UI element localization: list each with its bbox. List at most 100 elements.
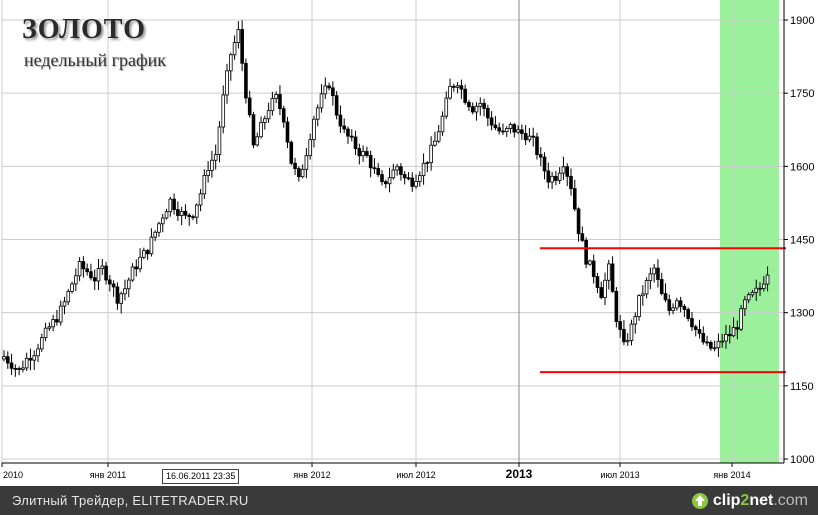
candle-body [531,135,535,138]
candle-body [542,156,547,172]
candle-body [244,62,248,99]
candle-body [289,141,294,164]
candle-body [452,85,456,88]
candle-body [727,333,732,337]
candle-body [399,166,403,175]
candle-body [259,121,263,138]
candle-body [504,128,509,133]
candle-body [425,162,430,164]
candle-body [17,368,21,370]
candle-body [157,223,161,233]
footer-bar: Элитный Трейдер, ELITETRADER.RU clip2net… [0,486,818,515]
candle-body [402,174,407,179]
candle-body [315,107,320,120]
candle-body [686,309,690,319]
logo-text: clip2net.com [712,492,808,509]
candle-body [754,287,759,293]
candle-body [433,140,437,146]
candle-body [557,172,562,181]
candle-body [342,125,346,130]
x-tick-label: янв 2014 [713,470,750,480]
candle-body [263,118,267,123]
candle-body [81,261,86,270]
candle-body [501,130,505,133]
candle-body [217,126,222,155]
y-tick-label: 1300 [790,308,814,320]
candle-body [346,128,350,137]
candle-body [232,42,237,56]
candle-body [187,214,192,218]
candle-body [304,155,309,170]
candle-body [644,280,649,295]
candle-body [682,306,687,310]
candle-body [202,174,207,195]
candle-body [550,175,554,183]
candle-body [183,210,188,216]
candle-body [720,340,724,343]
candle-body [221,94,226,128]
candle-body [622,329,626,343]
candle-body [697,329,702,334]
candle-body [43,327,48,339]
candle-body [591,260,596,277]
candle-body [637,295,641,317]
candle-body [51,319,55,328]
candle-body [614,290,619,322]
candle-body [365,151,369,156]
candle-body [266,110,271,120]
candle-body [761,283,766,289]
candle-body [77,261,82,277]
candle-body [36,348,40,357]
candle-body [327,85,331,89]
candle-body [372,167,377,170]
candle-body [100,265,105,270]
candle-body [368,154,373,169]
candle-body [546,170,551,183]
candle-body [349,135,354,138]
candle-body [497,127,501,132]
candle-body [134,266,139,270]
candle-body [610,263,615,292]
candle-body [21,367,25,370]
candle-body [270,98,275,112]
candle-body [281,108,286,123]
candle-body [607,263,611,281]
candle-body [251,114,256,146]
y-tick-label: 1750 [790,88,814,100]
candle-body [228,54,233,72]
clip2net-logo[interactable]: clip2net.com [691,490,808,512]
candle-body [380,174,384,183]
candle-body [508,124,513,129]
candle-body [138,256,142,270]
footer-source-text: Элитный Трейдер, ELITETRADER.RU [12,493,249,508]
candle-body [149,236,154,255]
candle-body [588,260,592,265]
candle-body [538,154,543,158]
candle-body [255,136,260,146]
candle-body [690,318,694,328]
candle-body [406,177,411,180]
candle-body [108,279,112,285]
candle-body [357,148,362,157]
candle-body [274,94,278,99]
candle-body [482,102,486,109]
y-tick-label: 1600 [790,161,814,173]
candle-body [459,85,464,90]
candle-body [709,342,713,349]
candle-body [32,355,37,361]
crosshair-date-label: 16.06.2011 23:35 [162,469,240,484]
candle-body [652,267,656,275]
candle-body [599,287,604,298]
candle-body [580,233,585,241]
candle-body [24,357,29,369]
candle-body [712,347,717,350]
candle-body [493,124,498,129]
candle-body [213,154,218,161]
candle-body [625,340,630,343]
candle-body [85,268,89,273]
candle-body [89,271,93,279]
candle-body [164,211,169,219]
chart-subtitle: недельный график [24,50,166,70]
candle-body [300,168,305,178]
